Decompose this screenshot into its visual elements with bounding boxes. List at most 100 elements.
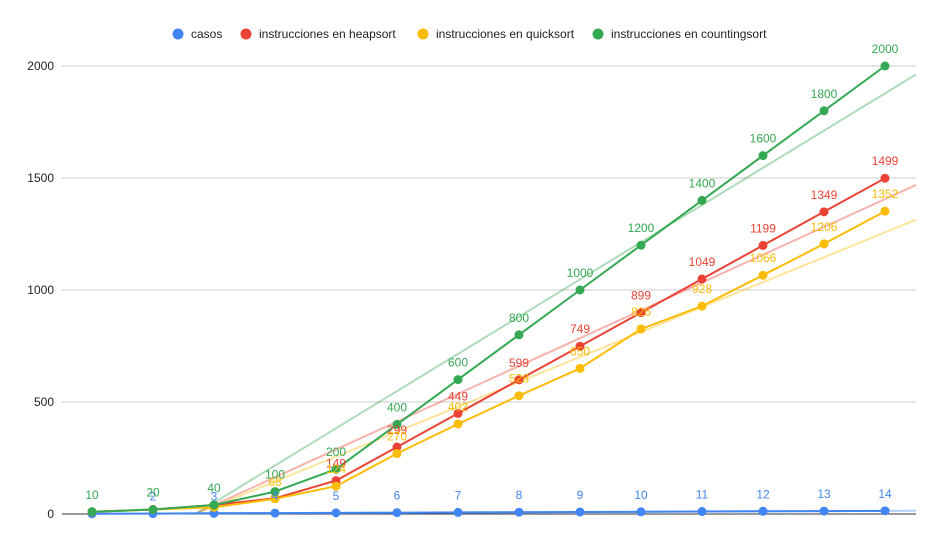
data-label: 1349: [811, 188, 838, 202]
data-point: [758, 151, 768, 161]
data-label: 200: [326, 445, 346, 459]
data-label: 1199: [750, 221, 776, 235]
data-point: [636, 324, 646, 334]
data-label: 10: [634, 488, 648, 502]
data-label: 12: [756, 487, 770, 501]
data-point: [392, 442, 402, 452]
data-point: [880, 61, 890, 71]
data-label: 20: [146, 486, 160, 500]
data-point: [697, 274, 707, 284]
data-point: [819, 506, 829, 516]
data-point: [331, 464, 341, 474]
data-point: [514, 330, 524, 340]
y-tick-label: 1500: [27, 171, 54, 185]
data-point: [514, 507, 524, 517]
data-label: 826: [631, 305, 651, 319]
data-label: 528: [509, 372, 529, 386]
data-label: 40: [207, 481, 221, 495]
data-label: 6: [394, 489, 401, 503]
data-point: [697, 195, 707, 205]
legend-marker-3: [592, 28, 604, 40]
data-point: [209, 500, 219, 510]
data-label: 400: [387, 400, 407, 414]
data-label: 1499: [872, 154, 899, 168]
data-point: [453, 408, 463, 418]
series-points: [87, 61, 890, 519]
series-line-2: [91, 210, 886, 513]
data-label: 14: [878, 487, 892, 501]
legend-label-2: instrucciones en quicksort: [436, 27, 575, 41]
data-point: [819, 239, 829, 249]
data-point: [636, 507, 646, 517]
data-label: 1000: [567, 266, 594, 280]
trendline-1: [194, 184, 917, 515]
data-point: [636, 240, 646, 250]
y-tick-label: 0: [47, 507, 54, 521]
data-label: 599: [509, 356, 529, 370]
data-label: 928: [692, 282, 712, 296]
legend: casos instrucciones en heapsort instruccio…: [172, 27, 767, 41]
data-label: 402: [448, 400, 468, 414]
legend-label-3: instrucciones en countingsort: [611, 27, 767, 41]
data-label: 1206: [811, 220, 838, 234]
data-point: [697, 301, 707, 311]
data-point: [392, 449, 402, 459]
data-point: [880, 506, 890, 516]
legend-marker-0: [172, 28, 184, 40]
data-label: 9: [577, 488, 584, 502]
data-label: 600: [448, 356, 468, 370]
data-point: [453, 375, 463, 385]
data-label: 1352: [872, 187, 899, 201]
legend-label-0: casos: [191, 27, 222, 41]
data-label: 1200: [628, 221, 655, 235]
data-label: 800: [509, 311, 529, 325]
series-line-0: [91, 509, 886, 515]
data-label: 3: [211, 489, 218, 503]
data-point: [392, 419, 402, 429]
data-label: 11: [696, 488, 709, 502]
data-label: 10: [85, 488, 99, 502]
data-label: 100: [265, 468, 285, 482]
legend-marker-1: [240, 28, 252, 40]
series-lines: [91, 65, 886, 515]
data-label: 749: [570, 322, 590, 336]
data-point: [636, 308, 646, 318]
data-label: 1066: [750, 251, 777, 265]
legend-marker-2: [417, 28, 429, 40]
data-label: 1800: [811, 87, 838, 101]
data-label: 8: [516, 488, 523, 502]
data-point: [880, 206, 890, 216]
data-point: [697, 507, 707, 517]
data-label: 2: [150, 490, 157, 504]
data-label: 13: [817, 487, 831, 501]
data-label: 299: [387, 423, 407, 437]
data-label: 449: [448, 389, 468, 403]
data-point: [270, 508, 280, 518]
y-tick-label: 500: [34, 395, 54, 409]
data-point: [819, 106, 829, 116]
data-label: 650: [570, 344, 590, 358]
data-point: [331, 508, 341, 518]
data-point: [758, 270, 768, 280]
data-label: 7: [455, 488, 462, 502]
data-label: 1400: [689, 176, 716, 190]
data-label: 149: [326, 457, 346, 471]
trendline-2: [195, 218, 917, 515]
data-point: [514, 391, 524, 401]
gridlines: [62, 65, 916, 515]
data-point: [87, 507, 97, 517]
data-label: 899: [631, 289, 651, 303]
data-point: [453, 507, 463, 517]
data-point: [575, 507, 585, 517]
data-point: [575, 285, 585, 295]
trendline-3: [195, 73, 917, 515]
trendlines: [91, 73, 917, 515]
data-label: 68: [268, 475, 282, 489]
data-point: [148, 505, 158, 515]
series-line-1: [91, 177, 886, 513]
data-point: [758, 506, 768, 516]
legend-label-1: instrucciones en heapsort: [259, 27, 396, 41]
data-label: 124: [326, 462, 346, 476]
data-point: [270, 487, 280, 497]
data-point: [392, 508, 402, 518]
